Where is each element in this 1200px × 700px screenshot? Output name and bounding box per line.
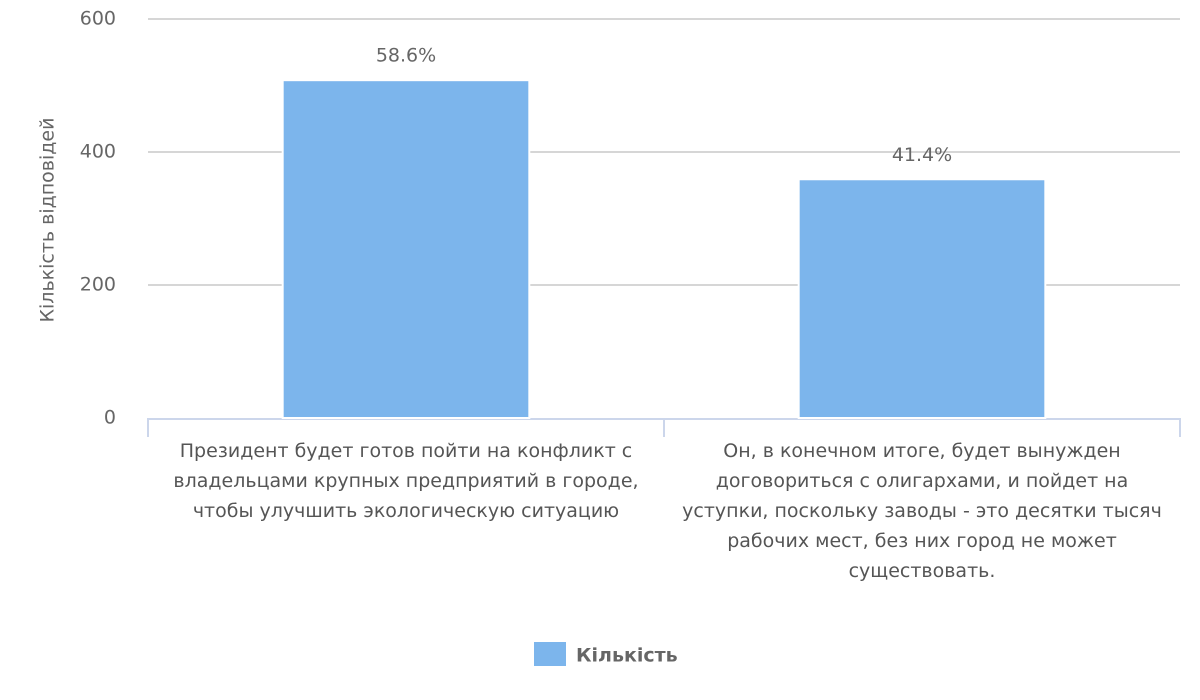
- data-label: 58.6%: [376, 45, 436, 67]
- bar: [797, 178, 1047, 419]
- y-tick-label: 600: [80, 8, 116, 30]
- legend-label: Кількість: [576, 645, 678, 667]
- data-label: 41.4%: [892, 144, 952, 166]
- legend-swatch: [534, 642, 566, 666]
- x-tick-label: Он, в конечном итоге, будет вынужден дог…: [682, 440, 1162, 582]
- bar: [281, 79, 531, 420]
- x-tick-label: Президент будет готов пойти на конфликт …: [173, 440, 639, 522]
- y-tick-label: 200: [80, 274, 116, 296]
- y-tick-label: 400: [80, 141, 116, 163]
- y-axis-title: Кількість відповідей: [37, 118, 59, 323]
- y-tick-label: 0: [104, 407, 116, 429]
